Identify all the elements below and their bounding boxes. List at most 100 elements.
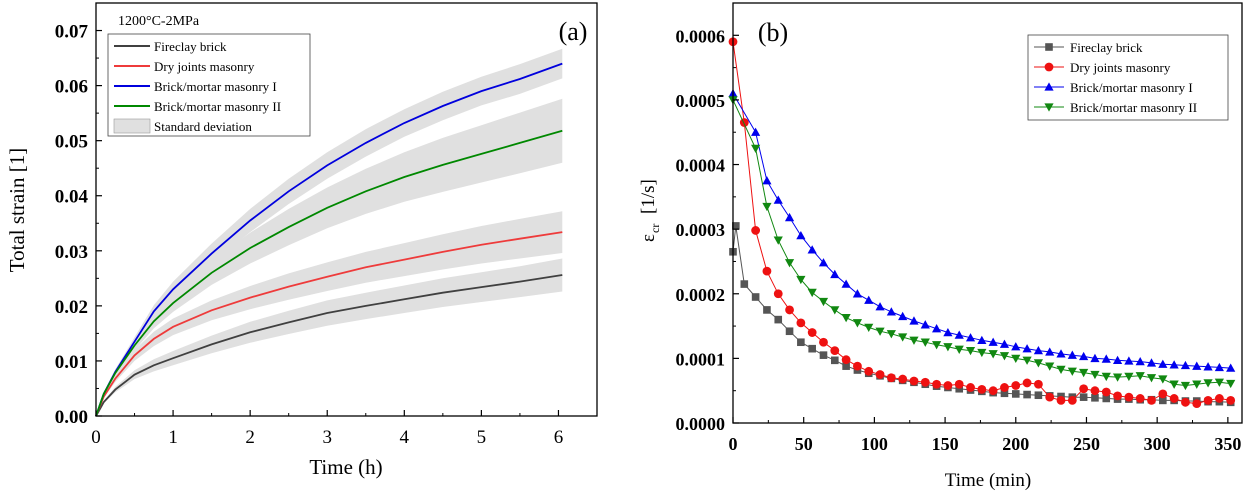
b-point-fireclay-brick (785, 327, 794, 336)
b-point-fireclay-brick (1102, 394, 1111, 403)
b-x-tick-label: 300 (1144, 434, 1171, 454)
b-point-dry-joints-masonry (1034, 379, 1043, 389)
b-legend-swatch-marker (1045, 43, 1053, 51)
b-point-dry-joints-masonry (796, 318, 806, 328)
b-x-tick-label: 50 (795, 434, 813, 454)
b-point-fireclay-brick (1034, 391, 1043, 400)
b-point-brick-mortar-masonry-i (1226, 363, 1236, 372)
b-point-dry-joints-masonry (1226, 395, 1236, 405)
b-point-brick-mortar-masonry-ii (965, 346, 976, 356)
b-point-brick-mortar-masonry-ii (1011, 354, 1021, 363)
a-x-tick-label: 0 (91, 427, 101, 448)
a-sd-band-brick-mortar-masonry-i (96, 48, 563, 416)
a-legend-label: Dry joints masonry (154, 59, 255, 74)
b-y-tick-label: 0.0005 (676, 91, 726, 111)
b-point-brick-mortar-masonry-ii (1180, 381, 1191, 391)
a-line-brick-mortar-masonry-i (95, 62, 563, 417)
b-point-brick-mortar-masonry-i (1067, 350, 1077, 359)
b-point-fireclay-brick (1159, 396, 1167, 405)
b-point-brick-mortar-masonry-i (909, 316, 919, 325)
b-point-brick-mortar-masonry-i (751, 127, 761, 136)
panel-b: 0 50 100 150 200 250 300 350 0.0000 0.0001 0.0002… (638, 2, 1243, 491)
b-point-brick-mortar-masonry-i (762, 176, 772, 185)
b-point-brick-mortar-masonry-i (1192, 361, 1202, 370)
b-point-dry-joints-masonry (1158, 389, 1168, 399)
b-point-brick-mortar-masonry-ii (807, 288, 817, 298)
b-point-brick-mortar-masonry-ii (1056, 365, 1066, 374)
a-y-axis: 0.00 0.01 0.02 0.03 0.04 0.05 0.06 0.07 (55, 22, 102, 428)
b-legend-label: Dry joints masonry (1070, 60, 1171, 75)
b-point-dry-joints-masonry (864, 366, 874, 376)
b-point-dry-joints-masonry (1000, 383, 1009, 392)
b-point-dry-joints-masonry (1022, 378, 1032, 388)
b-point-brick-mortar-masonry-i (784, 212, 795, 222)
b-point-brick-mortar-masonry-i (1180, 360, 1191, 370)
b-point-brick-mortar-masonry-i (1022, 344, 1032, 353)
b-point-fireclay-brick (1000, 389, 1009, 398)
b-y-tick-label: 0.0004 (676, 156, 726, 176)
a-legend-swatch-band (113, 118, 151, 134)
a-x-tick-label: 1 (168, 427, 178, 448)
b-point-dry-joints-masonry (920, 377, 930, 387)
b-point-brick-mortar-masonry-i (1169, 360, 1179, 369)
b-point-brick-mortar-masonry-ii (751, 144, 761, 153)
b-point-brick-mortar-masonry-ii (920, 338, 930, 347)
b-point-brick-mortar-masonry-ii (1214, 378, 1224, 387)
b-point-dry-joints-masonry (932, 379, 941, 389)
a-series-lines (95, 62, 563, 417)
b-point-dry-joints-masonry (1113, 391, 1122, 401)
b-y-label-symbol: ε (638, 234, 659, 242)
b-legend: Fireclay brick Dry joints masonry Brick/mo… (1027, 34, 1229, 121)
b-point-dry-joints-masonry (875, 370, 885, 379)
b-point-brick-mortar-masonry-ii (1112, 373, 1123, 382)
b-panel-label: (b) (758, 18, 788, 47)
a-sd-band-brick-mortar-masonry-ii (96, 98, 563, 417)
b-point-fireclay-brick (1023, 390, 1031, 399)
b-point-dry-joints-masonry (1214, 394, 1224, 403)
b-point-dry-joints-masonry (1090, 386, 1100, 396)
b-x-tick-label: 150 (932, 434, 959, 454)
b-point-dry-joints-masonry (853, 361, 862, 371)
b-point-brick-mortar-masonry-i (1203, 362, 1213, 371)
b-plot-frame (732, 2, 1243, 424)
b-point-dry-joints-masonry (1169, 394, 1179, 403)
b-y-tick-label: 0.0002 (676, 285, 726, 305)
b-y-axis: 0.0000 0.0001 0.0002 0.0003 0.0004 0.0005 0.00… (676, 26, 739, 434)
a-y-tick-label: 0.02 (55, 297, 88, 318)
a-condition-annotation: 1200°C-2MPa (118, 14, 200, 29)
a-y-tick-label: 0.04 (55, 187, 89, 208)
b-y-tick-label: 0.0003 (676, 220, 726, 240)
b-point-brick-mortar-masonry-i (807, 245, 817, 254)
b-point-dry-joints-masonry (977, 385, 987, 394)
b-point-brick-mortar-masonry-i (1124, 356, 1134, 365)
b-point-brick-mortar-masonry-ii (1090, 370, 1100, 380)
b-x-tick-label: 250 (1073, 434, 1100, 454)
b-point-dry-joints-masonry (898, 374, 908, 384)
b-point-brick-mortar-masonry-i (1112, 355, 1123, 365)
a-x-tick-label: 6 (554, 427, 564, 448)
b-point-dry-joints-masonry (1045, 392, 1055, 402)
b-point-brick-mortar-masonry-ii (1101, 372, 1111, 382)
b-point-brick-mortar-masonry-ii (1158, 375, 1168, 384)
a-line-brick-mortar-masonry-ii (95, 129, 563, 417)
b-point-brick-mortar-masonry-i (830, 269, 840, 279)
b-y-axis-label: ε cr [1/s] (638, 179, 662, 242)
b-point-dry-joints-masonry (954, 379, 964, 389)
b-point-dry-joints-masonry (1181, 397, 1190, 407)
b-point-dry-joints-masonry (1079, 384, 1089, 394)
a-x-axis-label: Time (h) (309, 455, 382, 479)
b-point-brick-mortar-masonry-i (965, 333, 976, 342)
b-series (728, 37, 1236, 409)
b-point-dry-joints-masonry (966, 383, 975, 392)
b-point-brick-mortar-masonry-ii (988, 350, 998, 359)
b-point-brick-mortar-masonry-i (1135, 357, 1145, 366)
b-series-dry-joints-masonry (728, 37, 1236, 409)
b-point-brick-mortar-masonry-ii (1079, 368, 1089, 378)
b-point-dry-joints-masonry (762, 266, 772, 276)
a-plot-frame (95, 2, 598, 417)
b-point-brick-mortar-masonry-ii (1226, 379, 1236, 389)
b-point-brick-mortar-masonry-ii (909, 336, 919, 345)
b-point-brick-mortar-masonry-ii (886, 330, 896, 339)
b-point-brick-mortar-masonry-i (864, 295, 874, 304)
